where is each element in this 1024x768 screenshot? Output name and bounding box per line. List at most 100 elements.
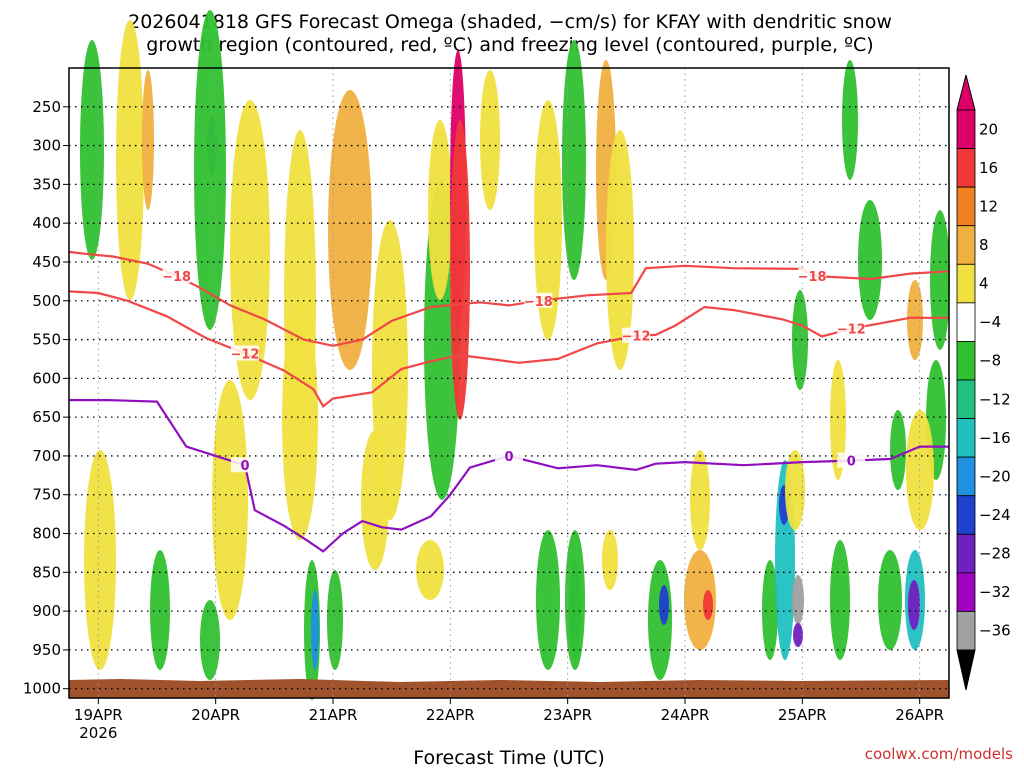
y-tick-label-650: 650 <box>32 408 61 426</box>
contour-label-0-0: 0 <box>240 459 249 474</box>
y-tick-label-450: 450 <box>32 253 61 271</box>
colorbar-segment-10 <box>956 495 976 535</box>
contour-label-bg--18-1 <box>524 292 553 308</box>
contour-label-bg--12-0 <box>231 345 259 361</box>
shading-blob-29 <box>84 450 116 670</box>
contour-label-bg--12-1 <box>622 327 651 343</box>
contour-label--12-1: −12 <box>622 330 651 345</box>
shading-blob-30 <box>150 550 170 670</box>
colorbar-segment-2 <box>956 186 976 227</box>
y-tick-label-750: 750 <box>32 486 61 504</box>
colorbar-segment-8 <box>956 418 976 458</box>
colorbar-label-1: 16 <box>979 159 998 177</box>
ground-surface <box>69 679 949 698</box>
shading-blob-49 <box>793 623 803 647</box>
colorbar-segment-11 <box>956 533 976 574</box>
y-tick-label-550: 550 <box>32 331 61 349</box>
shading-blob-15 <box>534 100 562 340</box>
plot-frame <box>68 67 950 699</box>
shading-blob-28 <box>212 380 248 620</box>
contour-label-bg-0-1 <box>495 447 523 463</box>
contour-label--18-0: −18 <box>162 270 191 285</box>
shading-blob-36 <box>416 540 444 600</box>
shading-blob-19 <box>858 200 882 320</box>
colorbar-bottom-arrow <box>956 649 976 691</box>
credit-text: coolwx.com/models <box>865 745 1013 763</box>
colorbar-label-8: −16 <box>979 429 1011 447</box>
x-tick-label-6: 25APR <box>778 706 827 724</box>
contour-label-0-1: 0 <box>504 450 513 465</box>
y-tick-label-950: 950 <box>32 641 61 659</box>
contour-label--18-2: −18 <box>798 270 827 285</box>
colorbar-segment-4 <box>956 263 976 304</box>
shading-blob-12 <box>450 120 470 420</box>
colorbar: 20 16 12 8 4 −4 −8 −12 −16 −20 −24 −28 −32 −36 <box>956 74 1011 691</box>
x-tick-label-4: 23APR <box>543 706 592 724</box>
shading-blob-53 <box>908 580 920 630</box>
shading-blob-40 <box>690 450 710 550</box>
colorbar-label-2: 12 <box>979 197 998 215</box>
shading-blob-43 <box>684 550 716 650</box>
y-tick-label-1000: 1000 <box>23 680 61 698</box>
shading-blob-48 <box>792 575 804 625</box>
shading-blob-27 <box>282 300 318 540</box>
shading-blob-4 <box>194 10 226 330</box>
colorbar-label-6: −8 <box>979 352 1001 370</box>
contour-label-bg--12-2 <box>837 320 866 336</box>
shading-blob-2 <box>142 70 154 210</box>
shading-blob-54 <box>785 450 805 530</box>
shading-blob-26 <box>830 360 846 480</box>
temperature-contours: −18 −18 −18 −12 −12 −12 0 0 0 <box>68 250 950 553</box>
shading-blob-5 <box>230 100 270 400</box>
colorbar-label-10: −24 <box>979 506 1011 524</box>
shading-blob-35 <box>361 430 389 570</box>
y-tick-label-800: 800 <box>32 525 61 543</box>
x-tick-label-5: 24APR <box>661 706 710 724</box>
shading-blob-0 <box>80 40 104 260</box>
colorbar-segment-13 <box>956 611 976 651</box>
colorbar-segment-0 <box>956 109 976 149</box>
colorbar-segment-7 <box>956 379 976 419</box>
shading-blob-39 <box>565 530 585 670</box>
contour-label-0-2: 0 <box>847 455 856 470</box>
x-tick-label-2: 21APR <box>309 706 358 724</box>
y-tick-label-400: 400 <box>32 214 61 232</box>
shading-blob-13 <box>480 70 500 210</box>
colorbar-label-0: 20 <box>979 120 998 138</box>
y-tick-label-500: 500 <box>32 292 61 310</box>
shading-blob-50 <box>830 540 850 660</box>
contour-label-bg-0-0 <box>231 457 259 473</box>
shading-blob-41 <box>648 560 672 680</box>
colorbar-label-5: −4 <box>979 313 1001 331</box>
shading-blob-33 <box>311 590 319 670</box>
contour-label--18-1: −18 <box>524 295 553 310</box>
shading-blob-37 <box>536 530 560 670</box>
shading-blob-34 <box>327 570 343 670</box>
colorbar-label-4: 4 <box>979 275 989 293</box>
colorbar-segment-5 <box>956 302 976 342</box>
shading-blob-44 <box>703 590 713 620</box>
shading-blob-7 <box>328 90 372 370</box>
colorbar-label-13: −36 <box>979 622 1011 640</box>
shading-blob-20 <box>907 280 923 360</box>
shading-blob-24 <box>890 410 906 490</box>
shading-blob-10 <box>428 120 452 300</box>
chart-title-line2: growth region (contoured, red, ºC) and f… <box>146 34 873 56</box>
x-tick-label-0: 19APR <box>74 706 123 724</box>
y-tick-label-700: 700 <box>32 447 61 465</box>
shading-blob-17 <box>606 130 634 370</box>
colorbar-segment-12 <box>956 572 976 612</box>
colorbar-segment-3 <box>956 225 976 265</box>
contour-label-bg--18-2 <box>798 267 827 283</box>
colorbar-label-9: −20 <box>979 467 1011 485</box>
pressure-gridlines <box>69 68 949 698</box>
colorbar-label-12: −32 <box>979 583 1011 601</box>
x-tick-label-7: 26APR <box>895 706 944 724</box>
colorbar-label-7: −12 <box>979 390 1011 408</box>
x-tick-sublabel-0: 2026 <box>79 724 117 742</box>
shading-blob-45 <box>762 560 778 660</box>
contour-label--12-2: −12 <box>837 323 866 338</box>
colorbar-segment-1 <box>956 148 976 188</box>
